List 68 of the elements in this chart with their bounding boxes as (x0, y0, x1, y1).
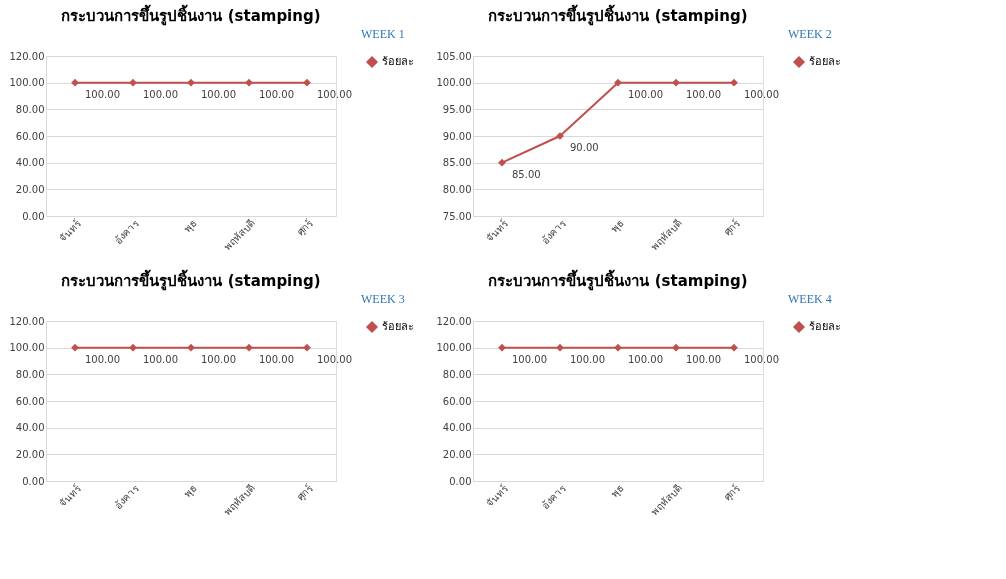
y-tick-label: 0.00 (22, 475, 45, 487)
legend-label: ร้อยละ (382, 320, 414, 333)
y-tick-label: 105.00 (436, 50, 472, 62)
data-label: 100.00 (85, 88, 120, 100)
data-label: 100.00 (143, 88, 178, 100)
data-label: 100.00 (85, 353, 120, 365)
chart-title: กระบวนการขึ้นรูปชิ้นงาน (stamping) (488, 269, 748, 291)
data-label: 100.00 (201, 353, 236, 365)
data-label: 100.00 (570, 353, 605, 365)
chart-title: กระบวนการขึ้นรูปชิ้นงาน (stamping) (61, 269, 321, 291)
y-tick-label: 60.00 (15, 130, 45, 142)
point (730, 78, 738, 87)
chart-title: กระบวนการขึ้นรูปชิ้นงาน (stamping) (488, 4, 748, 26)
y-tick-label: 40.00 (15, 157, 45, 169)
text: WEEK 4 (788, 292, 832, 306)
y-tick-label: 80.00 (442, 183, 472, 195)
y-tick-label: 100.00 (436, 77, 472, 89)
data-label: 100.00 (628, 353, 663, 365)
y-tick-label: 40.00 (442, 422, 472, 434)
y-tick-label: 80.00 (442, 368, 472, 380)
y-tick-label: 0.00 (449, 475, 472, 487)
data-label: 100.00 (686, 353, 721, 365)
y-tick-label: 80.00 (15, 368, 45, 380)
data-label: 100.00 (512, 353, 547, 365)
legend-label: ร้อยละ (809, 55, 841, 68)
chart-title: กระบวนการขึ้นรูปชิ้นงาน (stamping) (61, 4, 321, 26)
y-tick-label: 75.00 (442, 210, 472, 222)
y-tick-label: 85.00 (442, 157, 472, 169)
data-label: 100.00 (317, 353, 352, 365)
data-label: 100.00 (317, 88, 352, 100)
y-tick-label: 100.00 (9, 342, 45, 354)
x-tick-label: พุธ (608, 217, 627, 236)
y-tick-label: 20.00 (442, 448, 472, 460)
data-label: 100.00 (201, 88, 236, 100)
y-tick-label: 120.00 (9, 50, 45, 62)
text: WEEK 1 (361, 27, 405, 41)
x-tick-label: พุธ (608, 482, 627, 501)
data-label: 85.00 (512, 168, 541, 180)
y-tick-label: 0.00 (22, 210, 45, 222)
point (614, 78, 622, 87)
text: WEEK 3 (361, 292, 405, 306)
x-tick-label: พุธ (181, 217, 200, 236)
y-tick-label: 120.00 (436, 315, 472, 327)
y-tick-label: 90.00 (442, 130, 472, 142)
data-label: 100.00 (744, 88, 779, 100)
y-tick-label: 95.00 (442, 103, 472, 115)
y-tick-label: 100.00 (436, 342, 472, 354)
data-label: 100.00 (259, 353, 294, 365)
y-tick-label: 100.00 (9, 77, 45, 89)
y-tick-label: 40.00 (15, 422, 45, 434)
data-label: 100.00 (143, 353, 178, 365)
data-label: 100.00 (686, 88, 721, 100)
point (672, 78, 680, 87)
y-tick-label: 20.00 (15, 183, 45, 195)
data-label: 100.00 (628, 88, 663, 100)
y-tick-label: 60.00 (15, 395, 45, 407)
y-tick-label: 120.00 (9, 315, 45, 327)
point (498, 158, 506, 167)
legend-label: ร้อยละ (809, 320, 841, 333)
x-tick-label: พุธ (181, 482, 200, 501)
data-label: 90.00 (570, 142, 599, 153)
data-label: 100.00 (259, 88, 294, 100)
y-tick-label: 20.00 (15, 448, 45, 460)
data-label: 100.00 (744, 353, 779, 365)
y-tick-label: 60.00 (442, 395, 472, 407)
y-tick-label: 80.00 (15, 103, 45, 115)
legend-label: ร้อยละ (382, 55, 414, 68)
text: WEEK 2 (788, 27, 832, 41)
